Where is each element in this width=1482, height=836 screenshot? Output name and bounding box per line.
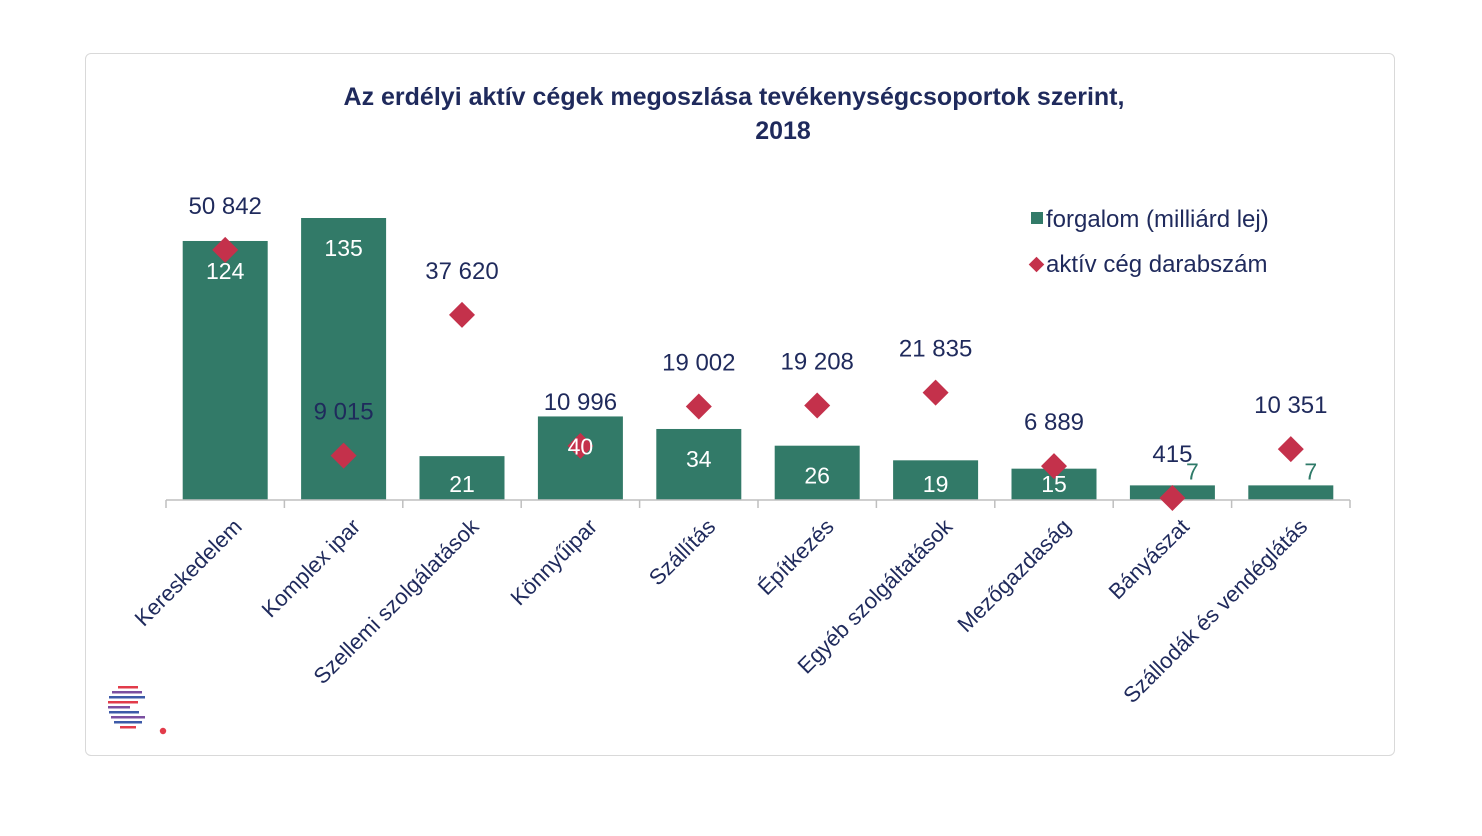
bar <box>774 445 860 500</box>
bar <box>182 240 268 500</box>
chart-title: Az erdélyi aktív cégek megoszlása tevéke… <box>344 83 1125 111</box>
bar <box>419 456 505 500</box>
legend-marker-label: aktív cég darabszám <box>1046 251 1267 278</box>
category-label: Könnyűipar <box>506 514 602 610</box>
category-label: Bányászat <box>1104 514 1194 604</box>
marker-point <box>567 432 594 459</box>
chart: Az erdélyi aktív cégek megoszlása tevéke… <box>108 83 1351 735</box>
legend-bar-label: forgalom (milliárd lej) <box>1046 206 1269 233</box>
legend-bar-swatch <box>1031 212 1043 224</box>
category-label: Komplex ipar <box>257 514 365 622</box>
marker-value-label: 10 996 <box>544 389 617 416</box>
marker-value-label: 415 <box>1152 441 1192 468</box>
marker-point <box>449 301 475 328</box>
marker-point <box>1277 436 1304 463</box>
marker-value-label: 50 842 <box>188 193 261 220</box>
marker-point <box>922 379 949 406</box>
bar-value-label: 124 <box>206 258 245 284</box>
bar <box>893 460 979 500</box>
category-label: Mezőgazdaság <box>952 514 1075 637</box>
chart-card: Az erdélyi aktív cégek megoszlása tevéke… <box>85 53 1395 756</box>
bar-value-label: 135 <box>324 235 362 261</box>
marker-value-label: 37 620 <box>425 258 498 285</box>
marker-value-label: 9 015 <box>314 399 374 426</box>
marker-value-label: 10 351 <box>1254 392 1327 419</box>
bar-value-label: 19 <box>923 471 949 497</box>
marker-value-label: 19 208 <box>780 349 853 376</box>
category-label: Építkezés <box>753 514 839 600</box>
bar-value-label: 7 <box>1186 458 1199 484</box>
category-label: Kereskedelem <box>130 514 247 631</box>
bar-value-label: 26 <box>804 463 830 489</box>
marker-value-label: 19 002 <box>662 350 735 377</box>
category-label: Szállítás <box>644 514 720 590</box>
marker-point <box>212 236 239 263</box>
marker-value-label: 21 835 <box>899 336 972 363</box>
legend: forgalom (milliárd lej) aktív cég darabs… <box>1028 206 1269 278</box>
marker-point <box>1041 453 1067 480</box>
bar <box>656 428 742 500</box>
bar-value-label: 15 <box>1041 471 1067 497</box>
marker-value-label: 6 889 <box>1024 409 1084 436</box>
bar-value-label: 21 <box>449 471 475 497</box>
marker-point <box>685 393 712 420</box>
bar <box>1248 485 1334 500</box>
chart-subtitle: 2018 <box>755 117 811 145</box>
bar-value-label: 34 <box>686 446 712 472</box>
legend-marker-swatch <box>1028 256 1045 273</box>
logo-icon <box>108 686 167 735</box>
marker-point <box>1159 484 1186 511</box>
marker-point <box>804 392 831 419</box>
bar-value-label: 40 <box>568 433 594 459</box>
bar-value-label: 7 <box>1304 458 1317 484</box>
marker-point <box>330 442 357 469</box>
